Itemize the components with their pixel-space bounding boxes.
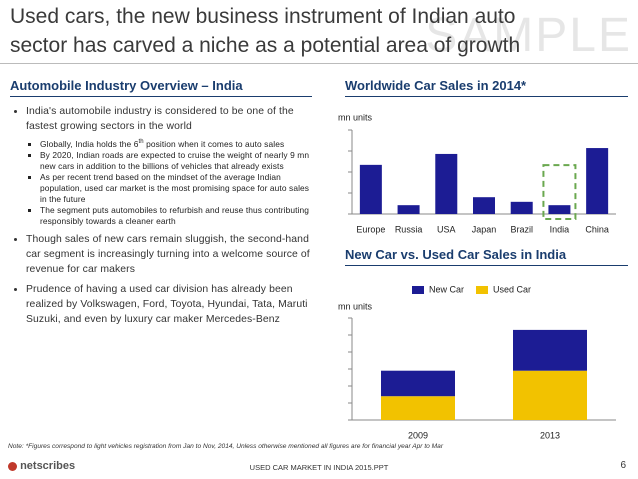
page-number: 6 <box>620 460 626 471</box>
sub-bullet-text: Globally, India holds the 6 <box>40 138 139 149</box>
bar <box>510 201 533 214</box>
x-tick-label: 2009 <box>408 430 428 440</box>
bar <box>359 164 382 214</box>
bar <box>473 197 495 214</box>
legend-label: New Car <box>429 284 464 294</box>
superscript: th <box>138 139 144 145</box>
watermark: SAMPLE <box>425 9 632 62</box>
logo: netscribes <box>8 460 75 472</box>
bullet-text: Prudence of having a used car division h… <box>26 283 308 325</box>
x-tick-label: Europe <box>356 224 385 234</box>
bullet-list: India's automobile industry is considere… <box>10 104 312 332</box>
section-heading: Automobile Industry Overview – India <box>10 78 312 97</box>
bullet: Prudence of having a used car division h… <box>26 282 312 327</box>
bar-segment <box>513 329 587 371</box>
bullet-text: India's automobile industry is considere… <box>26 106 294 132</box>
bullet: India's automobile industry is considere… <box>26 104 312 227</box>
bar-segment <box>381 396 455 420</box>
sub-bullets: Globally, India holds the 6th position w… <box>26 137 312 227</box>
y-axis-unit: mn units <box>338 112 373 122</box>
highlight-box <box>542 164 577 220</box>
legend-swatch <box>412 286 424 294</box>
x-tick-label: China <box>585 224 609 234</box>
sub-bullet-text: The segment puts automobiles to refurbis… <box>40 204 310 226</box>
bar <box>397 205 420 214</box>
x-tick-label: Russia <box>395 224 423 234</box>
bullets: India's automobile industry is considere… <box>10 104 312 327</box>
bar <box>586 148 609 214</box>
sub-bullet-text: By 2020, Indian roads are expected to cr… <box>40 149 310 171</box>
x-tick-label: Brazil <box>510 224 533 234</box>
sub-bullet: Globally, India holds the 6th position w… <box>40 137 312 150</box>
chart-title: Worldwide Car Sales in 2014* <box>345 78 628 97</box>
bar <box>435 153 458 214</box>
sub-bullet: By 2020, Indian roads are expected to cr… <box>40 150 312 172</box>
slide-title: Used cars, the new business instrument o… <box>10 5 521 57</box>
sub-bullet-text: As per recent trend based on the mindset… <box>40 171 310 204</box>
x-tick-label: 2013 <box>540 430 560 440</box>
y-axis-unit: mn units <box>338 301 373 311</box>
bar <box>548 205 571 214</box>
title-rule <box>0 63 638 64</box>
logo-text: netscribes <box>20 460 76 472</box>
chart-title: New Car vs. Used Car Sales in India <box>345 247 628 266</box>
x-tick-label: India <box>550 224 570 234</box>
x-tick-label: Japan <box>472 224 497 234</box>
legend-swatch <box>476 286 488 294</box>
bar-segment <box>381 370 455 397</box>
sub-bullet: As per recent trend based on the mindset… <box>40 172 312 205</box>
logo-icon <box>8 461 17 471</box>
bullet-text: Though sales of new cars remain sluggish… <box>26 233 310 275</box>
footer-file: USED CAR MARKET IN INDIA 2015.PPT <box>249 463 389 472</box>
sub-bullet-text: position when it comes to auto sales <box>143 138 285 149</box>
legend-label: Used Car <box>493 284 531 294</box>
bar-segment <box>513 370 587 420</box>
x-tick-label: USA <box>437 224 456 234</box>
note: Note: *Figures correspond to light vehic… <box>8 443 444 450</box>
sub-bullet: The segment puts automobiles to refurbis… <box>40 205 312 227</box>
bullet: Though sales of new cars remain sluggish… <box>26 232 312 277</box>
